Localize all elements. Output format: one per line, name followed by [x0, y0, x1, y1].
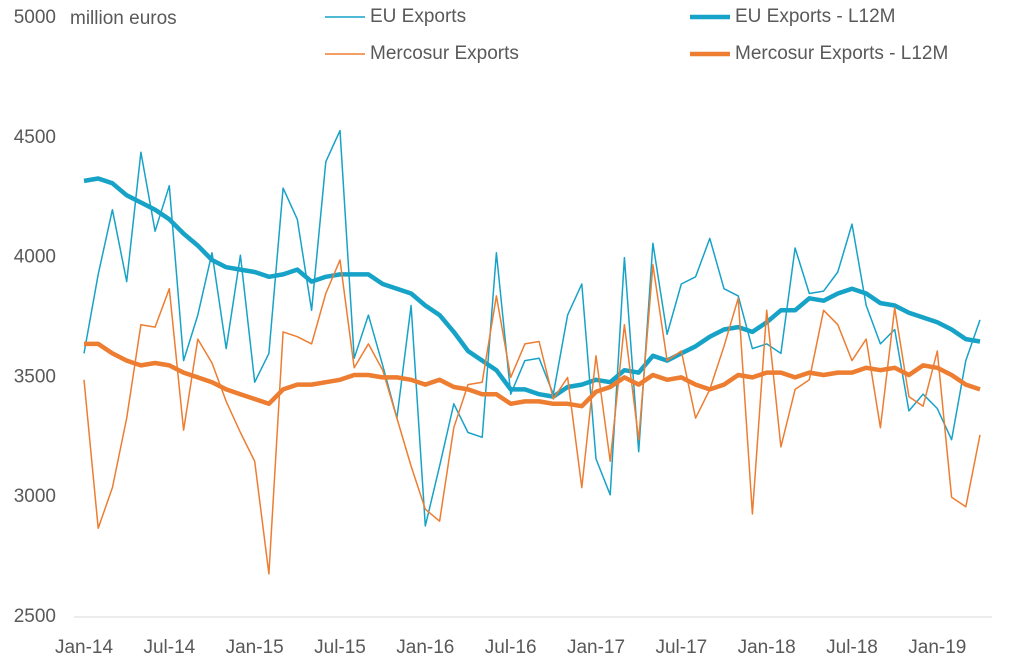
legend-label: Mercosur Exports - L12M	[735, 43, 948, 64]
x-tick-label: Jul-15	[314, 637, 366, 658]
legend-label: EU Exports	[370, 6, 466, 27]
x-tick-label: Jan-19	[908, 637, 966, 658]
series-line	[83, 259, 981, 575]
series-line	[83, 176, 981, 399]
x-tick-label: Jan-16	[396, 637, 454, 658]
x-tick-label: Jan-17	[567, 637, 625, 658]
series-line	[83, 129, 981, 527]
x-tick-label: Jul-16	[485, 637, 537, 658]
y-axis-label: million euros	[70, 8, 177, 29]
y-tick-label: 3000	[14, 486, 56, 507]
y-tick-label: 3500	[14, 366, 56, 387]
y-tick-label: 2500	[14, 606, 56, 627]
legend-label: Mercosur Exports	[370, 43, 519, 64]
x-tick-label: Jan-15	[226, 637, 284, 658]
series-line	[84, 341, 981, 409]
x-tick-label: Jul-18	[826, 637, 878, 658]
legend-label: EU Exports - L12M	[735, 6, 896, 27]
x-tick-label: Jan-18	[738, 637, 796, 658]
x-tick-label: Jul-14	[143, 637, 195, 658]
x-tick-label: Jul-17	[655, 637, 707, 658]
y-tick-label: 4500	[14, 127, 56, 148]
y-tick-label: 5000	[14, 7, 56, 28]
y-tick-label: 4000	[14, 247, 56, 268]
x-tick-label: Jan-14	[55, 637, 114, 658]
